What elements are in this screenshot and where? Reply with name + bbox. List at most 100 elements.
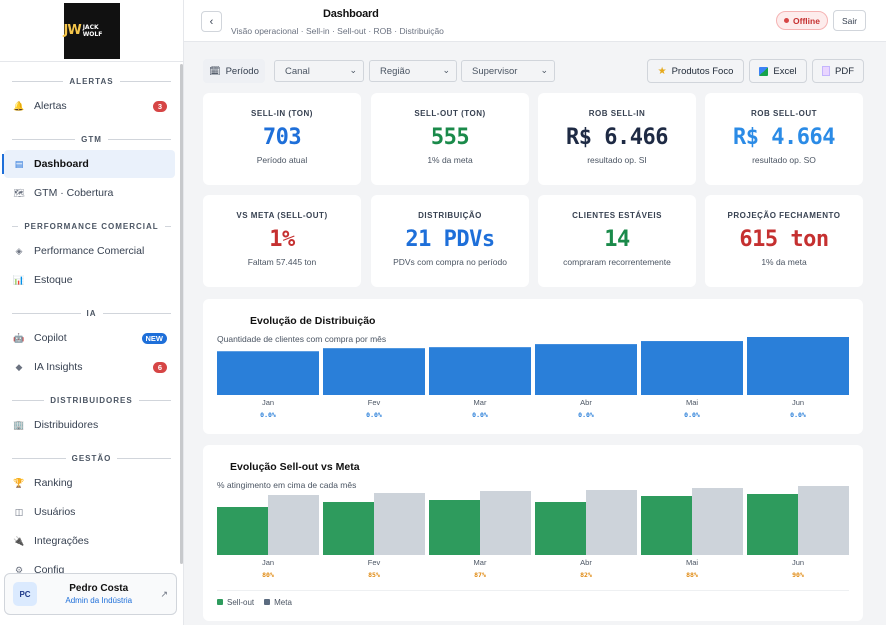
status-text: Offline: [793, 15, 820, 26]
top-header: ‹ Dashboard Visão operacional · Sell-in …: [184, 0, 886, 42]
channel-select[interactable]: Canal ⌄: [274, 60, 364, 82]
sidebar-item-ranking[interactable]: 🏆 Ranking: [4, 469, 175, 497]
logout-button[interactable]: Sair: [833, 10, 866, 31]
kpi-value: R$ 4.664: [733, 125, 835, 150]
brand-logo[interactable]: JW JACK WOLF: [63, 2, 120, 59]
kpi-card: PROJEÇÃO FECHAMENTO 615 ton 1% da meta: [705, 195, 863, 287]
meta-bar: [480, 491, 531, 555]
chart-subtitle: Quantidade de clientes com compra por mê…: [217, 334, 387, 344]
region-select[interactable]: Região ⌄: [369, 60, 457, 82]
gear-icon: ⚙: [14, 564, 24, 575]
period-filter-button[interactable]: 🗓 Período: [203, 59, 265, 83]
supervisor-select-value: Supervisor: [472, 65, 518, 77]
sidebar-item-label: Copilot: [34, 332, 67, 344]
logo-area: JW JACK WOLF: [0, 0, 183, 62]
sidebar: JW JACK WOLF ALERTAS 🔔 Alertas 3 GTM ▤ D…: [0, 0, 184, 625]
sidebar-item-performance-comercial[interactable]: ◈ Performance Comercial: [4, 237, 175, 265]
sidebar-item-label: Dashboard: [34, 158, 89, 170]
sellout-bar: [429, 500, 480, 555]
open-profile-icon[interactable]: ↗: [160, 588, 168, 599]
section-title: ALERTAS: [0, 74, 183, 88]
calendar-icon: 🗓: [209, 65, 221, 76]
x-tick-label: Mai: [686, 398, 698, 407]
x-tick-label: Jun: [792, 558, 804, 567]
sellout-bar: [535, 502, 586, 555]
section-title: GTM: [0, 132, 183, 146]
spreadsheet-icon: [759, 66, 769, 76]
kpi-label: CLIENTES ESTÁVEIS: [572, 211, 662, 220]
distribution-bar-chart: Jan 0.0% Fev 0.0% Mar 0.0% Abr 0.0% Mai 0.0% Jun 0.…: [217, 337, 849, 419]
kpi-subtext: compraram recorrentemente: [563, 257, 671, 267]
kpi-card: DISTRIBUIÇÃO 21 PDVs PDVs com compra no …: [371, 195, 529, 287]
distribution-chart-panel: Evolução de Distribuição Quantidade de c…: [203, 299, 863, 434]
kpi-label: PROJEÇÃO FECHAMENTO: [727, 211, 841, 220]
sidebar-item-label: Integrações: [34, 535, 89, 547]
legend-item-meta: Meta: [264, 598, 292, 607]
sidebar-item-label: Estoque: [34, 274, 73, 286]
section-title-text: IA: [86, 308, 97, 318]
kpi-subtext: resultado op. SO: [752, 155, 816, 165]
meta-bar: [374, 493, 425, 555]
x-tick-label: Mai: [686, 558, 698, 567]
sidebar-scrollbar[interactable]: [180, 64, 183, 564]
section-title-text: ALERTAS: [69, 76, 114, 86]
kpi-subtext: resultado op. SI: [587, 155, 647, 165]
sidebar-item-usuarios[interactable]: ◫ Usuários: [4, 498, 175, 526]
sidebar-item-distribuidores[interactable]: 🏢 Distribuidores: [4, 411, 175, 439]
sellout-meta-chart-panel: Evolução Sell-out vs Meta % atingimento …: [203, 445, 863, 621]
sidebar-item-ia-insights[interactable]: ◆ IA Insights 6: [4, 353, 175, 381]
page-subtitle: Visão operacional · Sell-in · Sell-out ·…: [231, 26, 444, 36]
data-label: 0.0%: [366, 411, 382, 419]
data-label: 0.0%: [260, 411, 276, 419]
sidebar-item-integracoes[interactable]: 🔌 Integrações: [4, 527, 175, 555]
sidebar-item-alertas[interactable]: 🔔 Alertas 3: [4, 92, 175, 120]
supervisor-select[interactable]: Supervisor ⌄: [461, 60, 555, 82]
page-title: Dashboard: [323, 8, 379, 20]
x-tick-label: Fev: [368, 558, 381, 567]
data-label: 0.0%: [790, 411, 806, 419]
kpi-label: ROB SELL-OUT: [751, 109, 817, 118]
sidebar-item-dashboard[interactable]: ▤ Dashboard: [2, 150, 175, 178]
sidebar-item-gtm-cobertura[interactable]: 🗺 GTM · Cobertura: [4, 179, 175, 207]
chart-title: Evolução Sell-out vs Meta: [230, 461, 360, 473]
export-pdf-button[interactable]: PDF: [812, 59, 864, 83]
section-title: PERFORMANCE COMERCIAL: [0, 219, 183, 233]
user-card[interactable]: PC Pedro Costa Admin da Indústria ↗: [4, 573, 177, 615]
section-title: IA: [0, 306, 183, 320]
x-tick-label: Fev: [368, 398, 381, 407]
kpi-subtext: 1% da meta: [427, 155, 473, 165]
kpi-card: SELL-OUT (TON) 555 1% da meta: [371, 93, 529, 185]
legend-item-sellout: Sell-out: [217, 598, 254, 607]
section-title: DISTRIBUIDORES: [0, 393, 183, 407]
user-role: Admin da Indústria: [65, 596, 133, 605]
legend-divider: [217, 590, 849, 591]
legend-swatch: [217, 599, 223, 605]
bar: [641, 341, 743, 395]
bar: [217, 351, 319, 395]
x-tick-label: Jan: [262, 558, 274, 567]
users-icon: ◫: [14, 506, 24, 517]
copilot-icon: 🤖: [13, 332, 25, 343]
status-badge: Offline: [776, 11, 828, 30]
data-label: 82%: [580, 571, 592, 579]
export-excel-button[interactable]: Excel: [749, 59, 807, 83]
back-button[interactable]: ‹: [201, 11, 222, 32]
logo-text: JACK WOLF: [82, 23, 103, 38]
period-label: Período: [225, 65, 259, 77]
sellout-bar: [641, 496, 692, 555]
chevron-down-icon: ⌄: [349, 65, 357, 75]
meta-bar: [692, 488, 743, 555]
bar: [535, 344, 637, 395]
chart-legend: Sell-out Meta: [217, 598, 292, 607]
bell-icon: 🔔: [13, 100, 25, 111]
section-title-text: DISTRIBUIDORES: [50, 395, 133, 405]
kpi-value: 703: [262, 125, 302, 150]
focus-products-button[interactable]: ★ Produtos Foco: [647, 59, 744, 83]
kpi-label: SELL-OUT (TON): [414, 109, 486, 118]
kpi-subtext: Faltam 57.445 ton: [247, 257, 317, 267]
filter-bar: 🗓 Período Canal ⌄ Região ⌄ Supervisor ⌄ …: [203, 59, 864, 83]
data-label: 85%: [368, 571, 380, 579]
avatar: PC: [13, 582, 37, 606]
sidebar-item-estoque[interactable]: 📊 Estoque: [4, 266, 175, 294]
sidebar-item-copilot[interactable]: 🤖 Copilot NEW: [4, 324, 175, 352]
